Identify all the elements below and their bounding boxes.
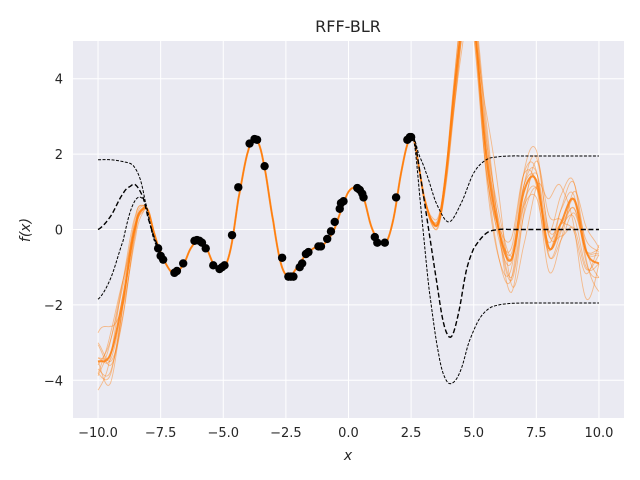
observation-point bbox=[330, 217, 339, 227]
observation-point bbox=[220, 261, 229, 270]
observation-point bbox=[172, 266, 182, 276]
observation-point bbox=[323, 234, 332, 244]
x-tick-label: 0.0 bbox=[338, 426, 359, 441]
y-tick-label: −4 bbox=[44, 374, 63, 389]
observation-point bbox=[391, 193, 401, 202]
plot-series bbox=[97, 41, 600, 391]
chart-title: RFF-BLR bbox=[315, 17, 381, 36]
observation-point bbox=[252, 135, 262, 144]
y-tick-label: 2 bbox=[55, 148, 63, 163]
x-tick-label: 2.5 bbox=[401, 426, 422, 441]
observation-point bbox=[380, 238, 390, 247]
observation-point bbox=[179, 259, 188, 268]
x-axis-label: x bbox=[343, 448, 353, 464]
observation-point bbox=[304, 247, 313, 257]
prior-lower-bound-line bbox=[97, 138, 599, 385]
x-tick-label: 10.0 bbox=[584, 426, 613, 441]
observation-point bbox=[227, 230, 237, 240]
observation-point bbox=[339, 197, 348, 206]
y-tick-label: −2 bbox=[44, 299, 63, 314]
observation-point bbox=[373, 238, 382, 247]
observation-point bbox=[297, 259, 307, 268]
x-tick-label: −5.0 bbox=[207, 426, 239, 441]
y-tick-labels: −4 −2 0 2 4 bbox=[44, 73, 63, 390]
x-tick-labels: −10.0 −7.5 −5.0 −2.5 0.0 2.5 5.0 7.5 10.0 bbox=[78, 426, 613, 441]
x-tick-label: 5.0 bbox=[463, 426, 484, 441]
observation-point bbox=[209, 261, 218, 270]
prior-mean-line bbox=[97, 136, 599, 338]
observation-point bbox=[158, 255, 168, 264]
x-tick-label: −2.5 bbox=[270, 426, 302, 441]
observation-point bbox=[406, 132, 416, 142]
y-tick-label: 4 bbox=[55, 73, 63, 88]
observation-point bbox=[326, 227, 336, 236]
y-axis-label: f(x) bbox=[18, 218, 34, 242]
observation-point bbox=[289, 272, 298, 281]
x-tick-label: −10.0 bbox=[78, 426, 118, 441]
observation-point bbox=[316, 242, 326, 251]
y-tick-label: 0 bbox=[55, 224, 63, 239]
observation-point bbox=[153, 244, 163, 253]
x-tick-label: 7.5 bbox=[526, 426, 547, 441]
observation-point bbox=[359, 193, 368, 202]
observation-point bbox=[260, 161, 269, 171]
observation-point bbox=[201, 244, 210, 253]
posterior-mean-line bbox=[97, 41, 600, 363]
x-tick-label: −7.5 bbox=[145, 426, 177, 441]
observation-point bbox=[277, 253, 287, 262]
observation-point bbox=[234, 183, 243, 192]
